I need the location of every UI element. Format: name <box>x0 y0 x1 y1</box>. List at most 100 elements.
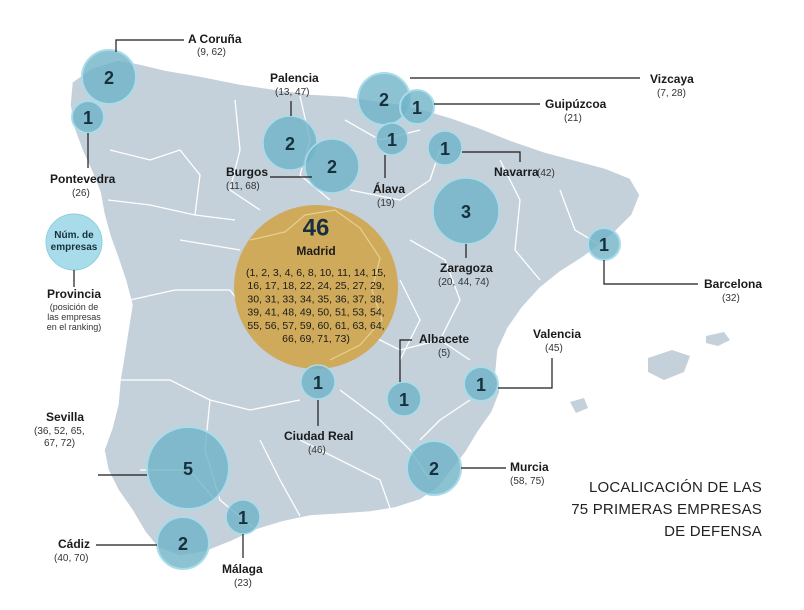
legend-bubble-line1: Núm. de <box>54 230 94 241</box>
bubble-navarra-count: 1 <box>440 139 450 159</box>
bubble-navarra: 1 <box>427 130 463 166</box>
ranks-albacete: (5) <box>438 348 450 359</box>
legend-bubble-line2: empresas <box>51 242 98 253</box>
bubble-valencia-count: 1 <box>476 375 486 395</box>
label-pontevedra: Pontevedra <box>50 172 116 186</box>
madrid-rank-line: 55, 56, 57, 59, 60, 61, 63, 64, <box>247 320 384 332</box>
bubble-palencia-count: 2 <box>285 134 295 154</box>
madrid-rank-line: 16, 17, 18, 22, 24, 25, 27, 29, <box>247 280 384 292</box>
bubble-ciudad-real-circle <box>300 364 336 400</box>
bubble-zaragoza-count: 3 <box>461 202 471 222</box>
ranks-navarra: (42) <box>537 168 555 179</box>
madrid-rank-line: (1, 2, 3, 4, 6, 8, 10, 11, 14, 15, <box>246 267 386 279</box>
bubble-barcelona: 1 <box>587 227 621 261</box>
label-guipuzcoa: Guipúzcoa <box>545 97 607 111</box>
ranks-sevilla: (36, 52, 65, <box>34 426 85 437</box>
ranks-a-coruna: (9, 62) <box>197 47 226 58</box>
bubble-malaga: 1 <box>225 499 261 535</box>
madrid-rank-line: 39, 41, 48, 49, 50, 51, 53, 54, <box>247 307 384 319</box>
bubble-albacete-count: 1 <box>399 390 409 410</box>
ranks-guipuzcoa: (21) <box>564 113 582 124</box>
ranks-malaga: (23) <box>234 578 252 589</box>
bubble-burgos-count: 2 <box>327 157 337 177</box>
bubble-a-coruna-count: 2 <box>104 68 114 88</box>
bubble-guipuzcoa-circle <box>399 89 435 125</box>
bubble-ciudad-real: 1 <box>300 364 336 400</box>
madrid-bubble <box>234 205 398 369</box>
ranks-pontevedra: (26) <box>72 188 90 199</box>
bubble-valencia-circle <box>463 366 499 402</box>
bubble-cadiz-circle <box>156 516 210 570</box>
bubble-sevilla-count: 5 <box>183 459 193 479</box>
ranks-vizcaya: (7, 28) <box>657 88 686 99</box>
leader-lines <box>87 39 698 558</box>
bubble-alava: 1 <box>375 122 409 156</box>
bubble-sevilla-circle <box>146 426 230 510</box>
label-navarra: Navarra <box>494 165 539 179</box>
bubble-albacete: 1 <box>386 381 422 417</box>
bubble-malaga-count: 1 <box>238 508 248 528</box>
label-sevilla: Sevilla <box>46 410 84 424</box>
legend-note-1: (posición de <box>50 302 99 312</box>
madrid-ranks: (1, 2, 3, 4, 6, 8, 10, 11, 14, 15,16, 17… <box>246 267 386 345</box>
madrid-count: 46 <box>303 215 330 242</box>
madrid-border-lines <box>249 209 383 361</box>
ranks-cadiz: (40, 70) <box>54 553 88 564</box>
madrid-name: Madrid <box>296 244 335 258</box>
bubble-vizcaya-count: 2 <box>379 90 389 110</box>
label-valencia: Valencia <box>533 327 581 341</box>
label-malaga: Málaga <box>222 562 263 576</box>
bubble-cadiz-count: 2 <box>178 534 188 554</box>
ranks-alava: (19) <box>377 198 395 209</box>
bubble-guipuzcoa: 1 <box>399 89 435 125</box>
ranks-burgos: (11, 68) <box>226 181 260 192</box>
bubble-a-coruna: 2 <box>81 49 137 105</box>
title-line-2: 75 PRIMERAS EMPRESAS <box>571 501 762 518</box>
ranks-barcelona: (32) <box>722 293 740 304</box>
bubble-guipuzcoa-count: 1 <box>412 98 422 118</box>
ranks-murcia: (58, 75) <box>510 476 544 487</box>
bubble-alava-circle <box>375 122 409 156</box>
bubble-murcia: 2 <box>406 440 462 496</box>
bubble-a-coruna-circle <box>81 49 137 105</box>
bubble-murcia-count: 2 <box>429 459 439 479</box>
map-title: LOCALICACIÓN DE LAS 75 PRIMERAS EMPRESAS… <box>571 479 762 540</box>
label-barcelona: Barcelona <box>704 277 762 291</box>
bubble-zaragoza: 3 <box>432 177 500 245</box>
ranks-ciudad-real: (46) <box>308 445 326 456</box>
label-murcia: Murcia <box>510 460 549 474</box>
bubble-alava-count: 1 <box>387 130 397 150</box>
bubble-navarra-circle <box>427 130 463 166</box>
bubble-valencia: 1 <box>463 366 499 402</box>
label-palencia: Palencia <box>270 71 319 85</box>
label-ciudad-real: Ciudad Real <box>284 429 353 443</box>
bubble-sevilla: 5 <box>146 426 230 510</box>
bubble-pontevedra: 1 <box>71 100 105 134</box>
legend: Núm. de empresas Provincia (posición de … <box>45 213 103 332</box>
ranks-zaragoza: (20, 44, 74) <box>438 277 489 288</box>
bubble-pontevedra-count: 1 <box>83 108 93 128</box>
bubble-burgos: 2 <box>304 138 360 194</box>
bubble-cadiz: 2 <box>156 516 210 570</box>
title-line-3: DE DEFENSA <box>664 523 762 540</box>
ranks-sevilla-2: 67, 72) <box>44 438 75 449</box>
ranks-valencia: (45) <box>545 343 563 354</box>
bubble-albacete-circle <box>386 381 422 417</box>
legend-label: Provincia <box>47 287 101 301</box>
label-burgos: Burgos <box>226 165 268 179</box>
bubble-burgos-circle <box>304 138 360 194</box>
label-alava: Álava <box>373 181 405 196</box>
title-line-1: LOCALICACIÓN DE LAS <box>589 479 762 496</box>
bubble-ciudad-real-count: 1 <box>313 373 323 393</box>
menorca <box>706 332 730 346</box>
label-a-coruna: A Coruña <box>188 32 242 46</box>
legend-note-3: en el ranking) <box>47 322 102 332</box>
ibiza <box>570 398 588 413</box>
madrid-rank-line: 30, 31, 33, 34, 35, 36, 37, 38, <box>247 293 384 305</box>
ranks-palencia: (13, 47) <box>275 87 309 98</box>
label-albacete: Albacete <box>419 332 469 346</box>
label-zaragoza: Zaragoza <box>440 261 493 275</box>
legend-note-2: las empresas <box>47 312 101 322</box>
label-vizcaya: Vizcaya <box>650 72 694 86</box>
